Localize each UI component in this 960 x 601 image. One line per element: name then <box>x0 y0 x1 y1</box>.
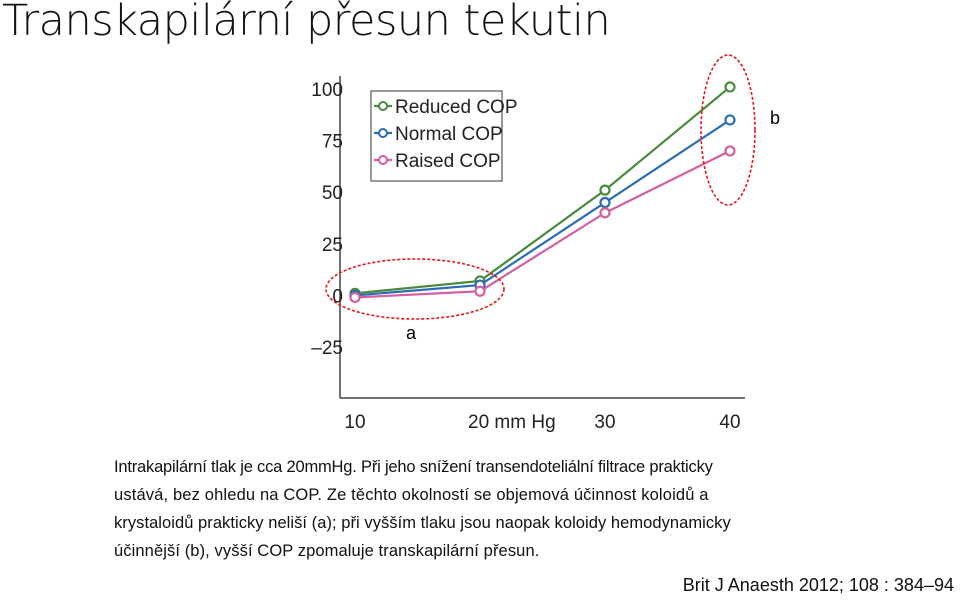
chart-annotations: a b <box>325 54 780 343</box>
annotation-ellipse-b <box>700 54 756 206</box>
series-line-2 <box>354 149 731 299</box>
paragraph-line: Intrakapilární tlak je cca 20mmHg. Při j… <box>114 458 713 476</box>
series-point <box>599 184 611 196</box>
legend-entry-label: Normal COP <box>395 124 503 145</box>
series-point <box>599 207 611 219</box>
annotation-label-b: b <box>770 108 780 128</box>
y-tick-labels: 100 75 50 25 0 –25 <box>311 80 343 359</box>
legend-swatch-marker <box>378 128 388 138</box>
description-paragraph: Intrakapilární tlak je cca 20mmHg. Při j… <box>114 453 914 565</box>
page-title: Transkapilární přesun tekutin <box>2 0 611 46</box>
citation: Brit J Anaesth 2012; 108 : 384–94 <box>682 575 954 595</box>
x-tick-label: 20 mm Hg <box>468 412 556 433</box>
series-line-1 <box>354 119 731 297</box>
y-tick-label: 50 <box>322 183 343 204</box>
legend-entry-label: Reduced COP <box>395 97 518 118</box>
legend-swatch-marker <box>378 101 388 111</box>
annotation-ellipse-a <box>325 258 505 320</box>
y-tick-label: –25 <box>311 338 343 359</box>
legend-entry-label: Raised COP <box>395 151 501 172</box>
series-line-0 <box>354 86 731 295</box>
legend-box <box>370 90 503 182</box>
paragraph-line: krystaloidů prakticky neliší (a); při vy… <box>114 514 731 532</box>
series-points <box>349 81 736 304</box>
x-tick-label: 10 <box>344 412 365 433</box>
chart-legend: Reduced COP Normal COP Raised COP <box>370 90 518 182</box>
series-point <box>474 285 486 297</box>
series-point <box>349 291 361 304</box>
series-point <box>724 114 736 126</box>
series-point <box>724 145 736 157</box>
paragraph-line: ustává, bez ohledu na COP. Ze těchto oko… <box>114 486 709 504</box>
series-point <box>599 196 611 209</box>
y-tick-label: 0 <box>332 286 343 307</box>
annotation-label-a: a <box>406 323 417 343</box>
series-point <box>724 81 736 93</box>
chart-axes <box>339 76 745 399</box>
series-lines <box>354 86 731 299</box>
y-tick-label: 100 <box>311 80 343 101</box>
x-tick-labels: 10 20 mm Hg 30 40 <box>344 412 740 433</box>
x-tick-label: 30 <box>594 412 615 433</box>
y-tick-label: 75 <box>322 132 343 153</box>
y-tick-label: 25 <box>322 235 343 256</box>
paragraph-line: účinnější (b), vyšší COP zpomaluje trans… <box>114 542 540 560</box>
x-tick-label: 40 <box>719 412 740 433</box>
legend-swatch-marker <box>378 155 388 165</box>
